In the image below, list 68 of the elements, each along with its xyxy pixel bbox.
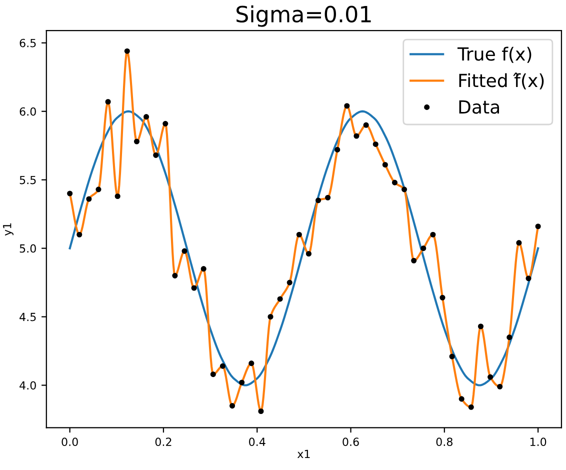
y-axis-title: y1: [3, 223, 14, 236]
point: [458, 396, 464, 402]
point: [96, 186, 102, 192]
point: [162, 120, 168, 126]
point: [200, 266, 206, 272]
point: [430, 232, 436, 238]
point: [334, 146, 340, 152]
point: [497, 384, 503, 390]
point: [134, 138, 140, 144]
point: [144, 114, 150, 120]
point: [535, 224, 541, 230]
x-tick-label: 0.0: [62, 438, 78, 446]
point: [296, 232, 302, 238]
point: [382, 162, 388, 168]
point: [516, 240, 522, 246]
point: [277, 296, 283, 302]
point: [363, 122, 369, 128]
x-tick-label: 0.4: [249, 438, 266, 446]
point: [468, 404, 474, 410]
point: [182, 248, 188, 254]
point: [114, 193, 120, 200]
point: [67, 190, 73, 196]
point: [325, 194, 331, 200]
x-tick-label: 0.6: [342, 438, 359, 446]
point: [258, 408, 264, 414]
point: [354, 133, 360, 139]
x-tick-label: 0.8: [436, 438, 452, 446]
point: [239, 380, 245, 386]
point: [286, 280, 292, 286]
legend-label: Fitted f̂(x): [459, 72, 544, 90]
point: [229, 403, 236, 409]
point: [315, 198, 322, 204]
point: [411, 258, 417, 264]
point: [191, 285, 197, 291]
point: [478, 324, 484, 330]
point: [392, 180, 398, 186]
x-axis-title: x1: [297, 450, 310, 458]
point: [153, 152, 159, 158]
chart-title: Sigma=0.01: [236, 5, 371, 27]
point: [76, 232, 82, 238]
point: [372, 141, 378, 147]
point: [344, 103, 350, 109]
point: [420, 246, 426, 252]
point: [306, 250, 312, 257]
point: [268, 314, 274, 320]
point: [248, 360, 254, 366]
point: [506, 334, 512, 340]
y-tick-label: 5.5: [20, 176, 36, 184]
y-tick-label: 6.5: [20, 38, 36, 48]
y-tick-label: 4.5: [20, 312, 36, 322]
x-tick-label: 0.2: [155, 438, 172, 446]
legend-label: Data: [459, 100, 500, 114]
y-tick-label: 4.0: [20, 381, 36, 390]
point: [402, 186, 408, 192]
point: [210, 372, 216, 378]
point: [488, 374, 494, 380]
point: [440, 294, 446, 300]
legend-label: True f(x): [457, 46, 532, 63]
y-tick-label: 5.0: [20, 244, 36, 253]
point: [526, 276, 532, 282]
point: [86, 196, 92, 202]
point: [172, 272, 178, 278]
x-tick-label: 1.0: [530, 438, 546, 446]
point: [124, 48, 130, 54]
point: [105, 98, 111, 105]
point: [449, 354, 455, 360]
point: [220, 363, 226, 369]
y-tick-label: 6.0: [20, 107, 36, 116]
